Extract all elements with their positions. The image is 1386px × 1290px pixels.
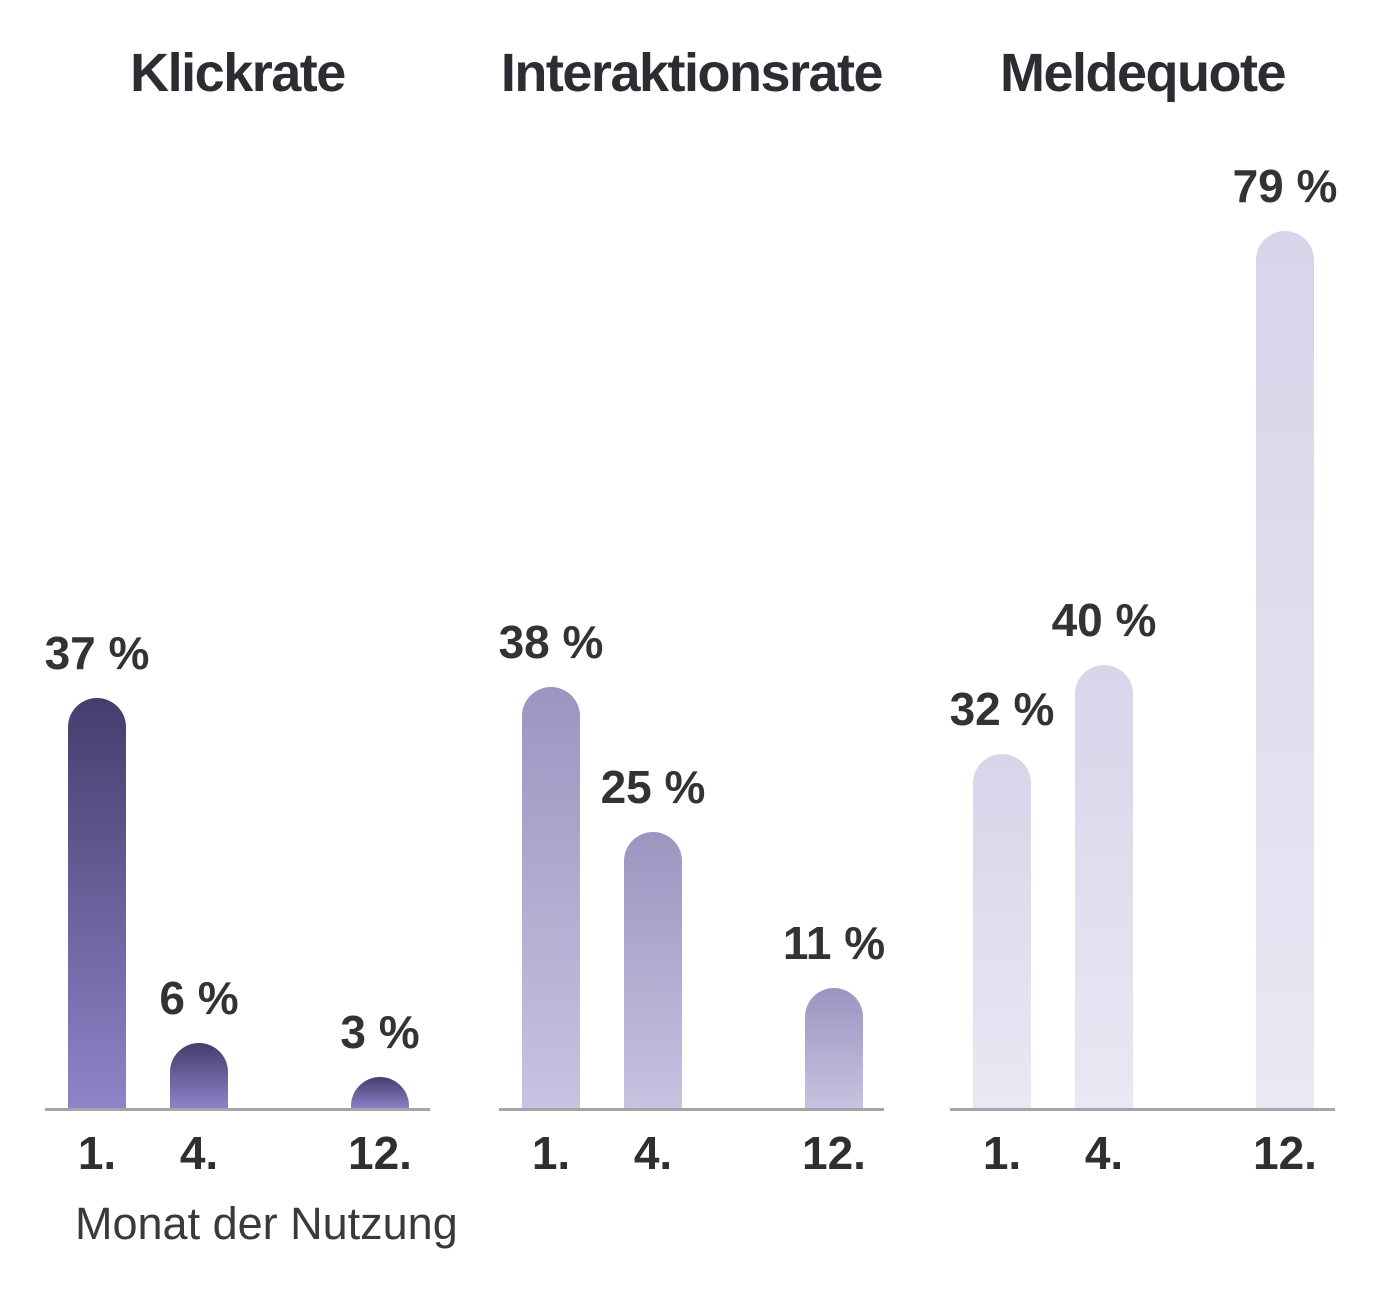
x-tick-label: 4. xyxy=(179,1127,219,1179)
bar-month-4 xyxy=(170,1043,228,1110)
bar-month-4 xyxy=(624,832,682,1110)
x-axis-ticks: 1. 4. 12. xyxy=(45,1128,430,1188)
bar-value-label: 79 % xyxy=(1232,160,1338,212)
chart-title-meldequote: Meldequote xyxy=(999,43,1287,103)
x-tick-label: 4. xyxy=(1084,1127,1124,1179)
bar-value-label: 37 % xyxy=(44,627,150,679)
bar-month-12 xyxy=(805,988,863,1110)
x-axis-line xyxy=(950,1108,1335,1111)
x-tick-label: 4. xyxy=(633,1127,673,1179)
bar-month-12 xyxy=(351,1077,409,1110)
x-tick-label: 1. xyxy=(531,1127,571,1179)
bar-month-1 xyxy=(68,698,126,1110)
chart-klickrate: Klickrate 37 % 6 % 3 % 1. 4. 12. xyxy=(45,0,430,1290)
chart-meldequote: Meldequote 32 % 40 % 79 % 1. 4. 12. xyxy=(950,0,1338,1290)
x-axis-line xyxy=(45,1108,430,1111)
bar-value-label: 40 % xyxy=(1051,594,1157,646)
chart-interaktionsrate: Interaktionsrate 38 % 25 % 11 % 1. 4. 12. xyxy=(499,0,886,1290)
plot-area-klickrate: 37 % 6 % 3 % xyxy=(45,0,430,1110)
bar-month-1 xyxy=(522,687,580,1110)
plot-area-meldequote: 32 % 40 % 79 % xyxy=(950,0,1337,1110)
x-tick-label: 12. xyxy=(802,1127,866,1179)
bar-month-1 xyxy=(973,754,1031,1110)
bar-value-label: 25 % xyxy=(600,761,706,813)
bar-value-label: 6 % xyxy=(159,972,239,1024)
bar-value-label: 38 % xyxy=(498,616,604,668)
bar-month-4 xyxy=(1075,665,1133,1110)
x-axis-ticks: 1. 4. 12. xyxy=(950,1128,1335,1188)
x-axis-line xyxy=(499,1108,884,1111)
x-axis-title: Monat der Nutzung xyxy=(75,1198,458,1249)
bar-value-label: 3 % xyxy=(340,1006,420,1058)
bar-value-label: 11 % xyxy=(782,917,886,969)
chart-title-klickrate: Klickrate xyxy=(130,43,346,103)
bar-value-label: 32 % xyxy=(949,683,1055,735)
bar-month-12 xyxy=(1256,231,1314,1110)
x-tick-label: 12. xyxy=(1253,1127,1317,1179)
plot-area-interaktionsrate: 38 % 25 % 11 % xyxy=(499,0,885,1110)
x-axis-ticks: 1. 4. 12. xyxy=(499,1128,884,1188)
chart-title-interaktionsrate: Interaktionsrate xyxy=(500,43,884,103)
x-tick-label: 12. xyxy=(348,1127,412,1179)
x-tick-label: 1. xyxy=(77,1127,117,1179)
x-tick-label: 1. xyxy=(982,1127,1022,1179)
